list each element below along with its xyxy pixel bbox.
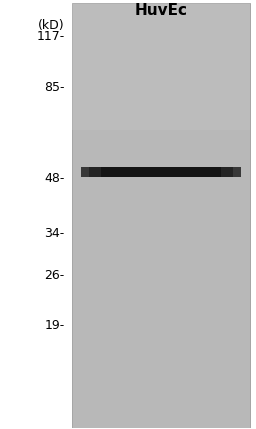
Polygon shape bbox=[89, 167, 233, 177]
Text: HuvEc: HuvEc bbox=[134, 3, 187, 18]
Text: 34-: 34- bbox=[45, 227, 65, 240]
Text: 85-: 85- bbox=[44, 81, 65, 94]
Polygon shape bbox=[81, 167, 241, 177]
Polygon shape bbox=[72, 3, 250, 428]
Text: 48-: 48- bbox=[44, 172, 65, 185]
Text: 117-: 117- bbox=[36, 30, 65, 43]
Text: (kD): (kD) bbox=[38, 18, 65, 32]
Polygon shape bbox=[101, 167, 221, 177]
Text: 19-: 19- bbox=[45, 319, 65, 332]
Polygon shape bbox=[72, 3, 250, 130]
Text: 26-: 26- bbox=[45, 269, 65, 282]
